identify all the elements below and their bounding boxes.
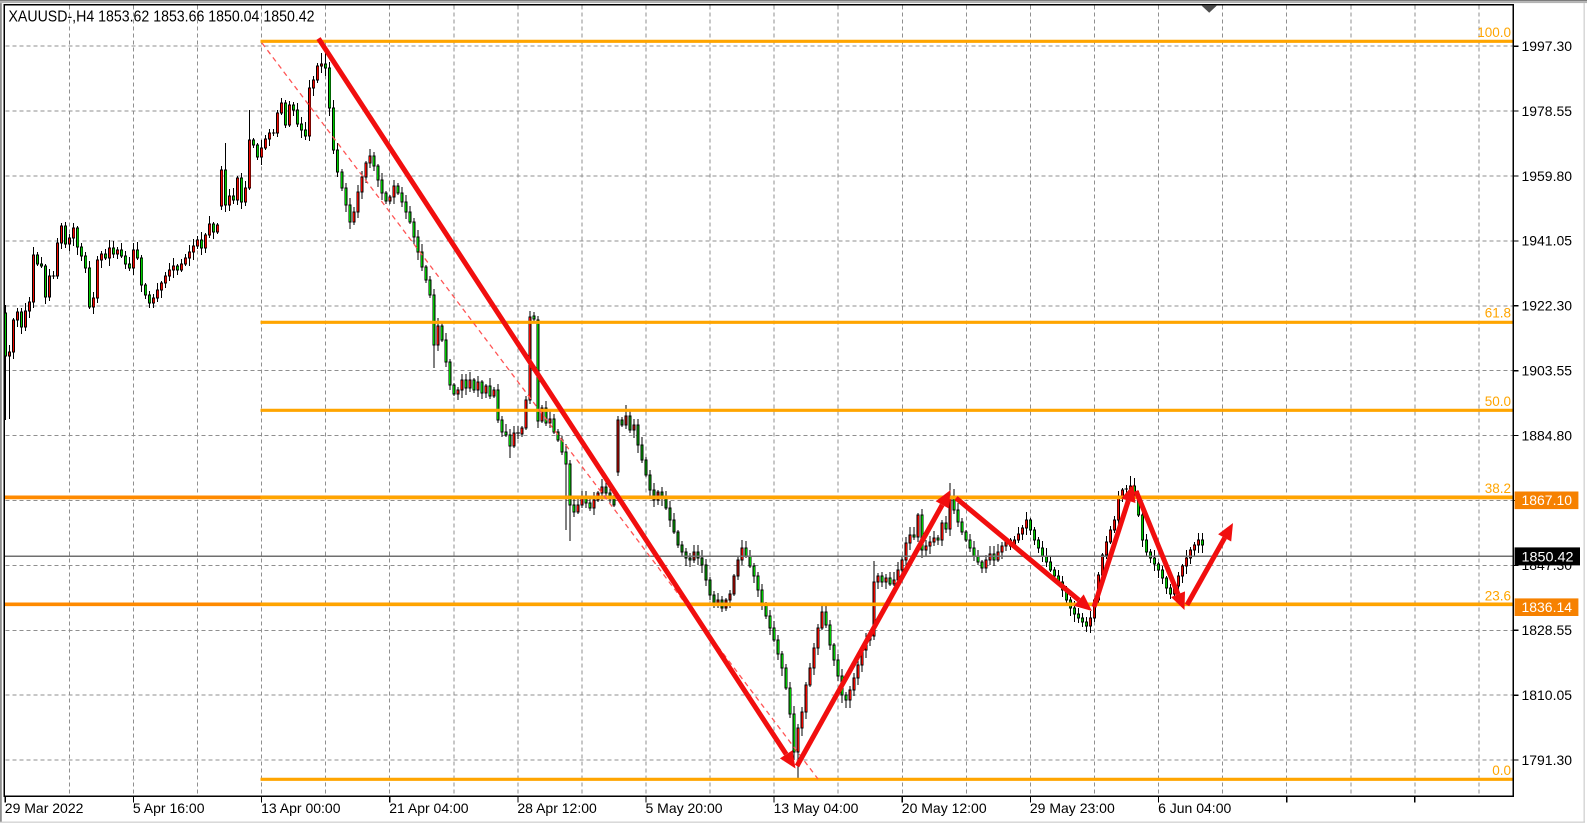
svg-text:1941.05: 1941.05 — [1522, 234, 1573, 249]
svg-text:1791.30: 1791.30 — [1522, 753, 1573, 768]
svg-text:29 Mar 2022: 29 Mar 2022 — [5, 800, 84, 816]
svg-text:1828.55: 1828.55 — [1522, 623, 1573, 638]
svg-text:38.2: 38.2 — [1485, 481, 1511, 496]
svg-text:61.8: 61.8 — [1485, 306, 1511, 321]
svg-text:0.0: 0.0 — [1492, 763, 1511, 778]
svg-text:1810.05: 1810.05 — [1522, 688, 1573, 703]
svg-text:1997.30: 1997.30 — [1522, 39, 1573, 54]
svg-text:5 Apr 16:00: 5 Apr 16:00 — [133, 800, 205, 816]
svg-text:100.0: 100.0 — [1477, 25, 1511, 40]
svg-text:1836.14: 1836.14 — [1522, 600, 1573, 615]
svg-text:1978.55: 1978.55 — [1522, 104, 1573, 119]
svg-text:13 May 04:00: 13 May 04:00 — [774, 800, 859, 816]
svg-text:1850.42: 1850.42 — [1522, 549, 1574, 564]
svg-text:28 Apr 12:00: 28 Apr 12:00 — [517, 800, 597, 816]
svg-text:20 May 12:00: 20 May 12:00 — [902, 800, 987, 816]
svg-text:6 Jun 04:00: 6 Jun 04:00 — [1158, 800, 1231, 816]
svg-text:XAUUSD-,H4 1853.62 1853.66 18: XAUUSD-,H4 1853.62 1853.66 1850.04 1850.… — [9, 9, 315, 26]
svg-text:1884.80: 1884.80 — [1522, 428, 1573, 443]
svg-text:1922.30: 1922.30 — [1522, 299, 1573, 314]
svg-text:1903.55: 1903.55 — [1522, 364, 1573, 379]
svg-text:13 Apr 00:00: 13 Apr 00:00 — [261, 800, 341, 816]
svg-text:21 Apr 04:00: 21 Apr 04:00 — [389, 800, 469, 816]
svg-text:1959.80: 1959.80 — [1522, 169, 1573, 184]
svg-text:5 May 20:00: 5 May 20:00 — [646, 800, 723, 816]
svg-text:1867.10: 1867.10 — [1522, 493, 1573, 508]
svg-text:29 May 23:00: 29 May 23:00 — [1030, 800, 1115, 816]
svg-text:23.6: 23.6 — [1485, 589, 1511, 604]
svg-text:50.0: 50.0 — [1485, 394, 1511, 409]
